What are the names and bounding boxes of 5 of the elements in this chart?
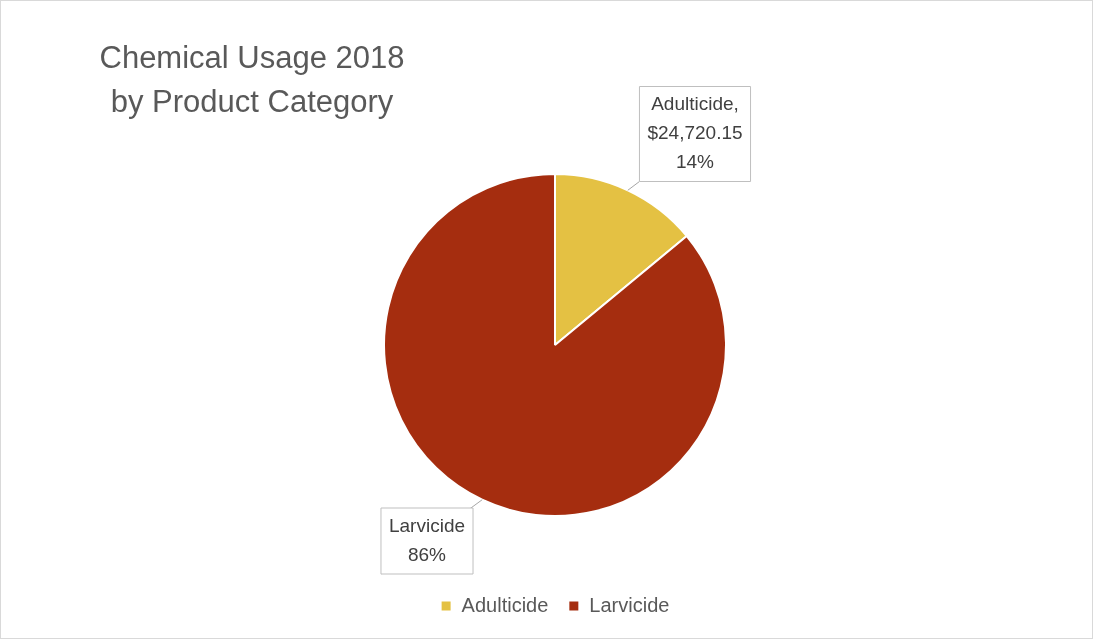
chart-title: Chemical Usage 2018 by Product Category <box>99 39 405 119</box>
data-label: Larvicide 86% <box>388 514 466 565</box>
legend-label: Larvicide <box>589 593 670 616</box>
data-label: Adulticide, $24,720.15 14% <box>647 93 743 173</box>
legend-label: Adulticide <box>461 593 549 616</box>
